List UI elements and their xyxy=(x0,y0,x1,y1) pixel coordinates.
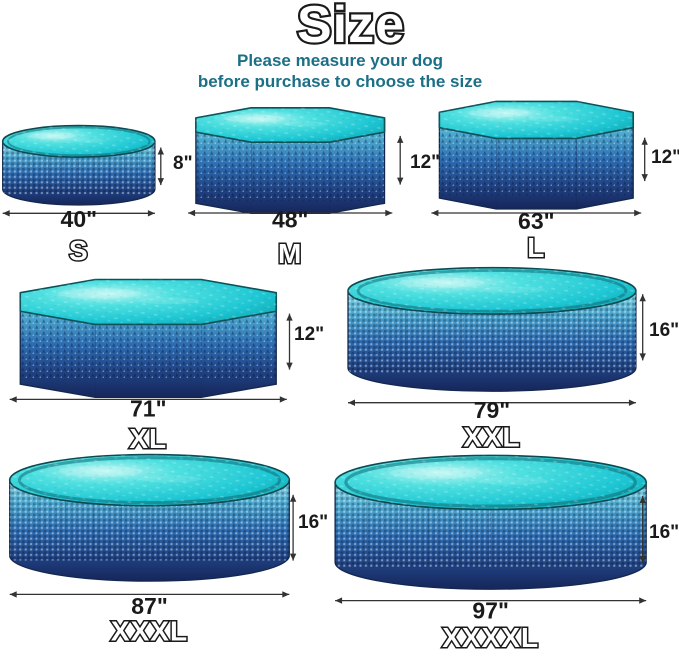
svg-text:XXXL: XXXL xyxy=(111,616,188,647)
svg-text:S: S xyxy=(69,235,89,266)
svg-text:Size: Size xyxy=(297,0,405,54)
svg-text:before purchase to choose the: before purchase to choose the size xyxy=(198,72,482,91)
svg-text:97": 97" xyxy=(472,598,509,624)
svg-text:16": 16" xyxy=(649,522,679,543)
svg-text:16": 16" xyxy=(298,512,328,533)
svg-text:XXXXL: XXXXL xyxy=(442,622,539,653)
svg-text:L: L xyxy=(527,232,545,263)
svg-text:XL: XL xyxy=(129,423,167,454)
svg-text:71": 71" xyxy=(130,396,167,422)
svg-text:XXL: XXL xyxy=(463,421,520,452)
svg-text:8": 8" xyxy=(173,153,193,174)
svg-text:12": 12" xyxy=(651,147,679,168)
svg-text:12": 12" xyxy=(410,152,440,173)
svg-text:M: M xyxy=(278,238,302,269)
svg-text:63": 63" xyxy=(518,208,555,234)
svg-text:79": 79" xyxy=(474,397,511,423)
svg-text:Please measure your dog: Please measure your dog xyxy=(237,51,443,70)
svg-text:48": 48" xyxy=(272,207,309,233)
svg-text:12": 12" xyxy=(294,324,324,345)
svg-text:16": 16" xyxy=(649,320,679,341)
svg-text:40": 40" xyxy=(61,206,98,232)
